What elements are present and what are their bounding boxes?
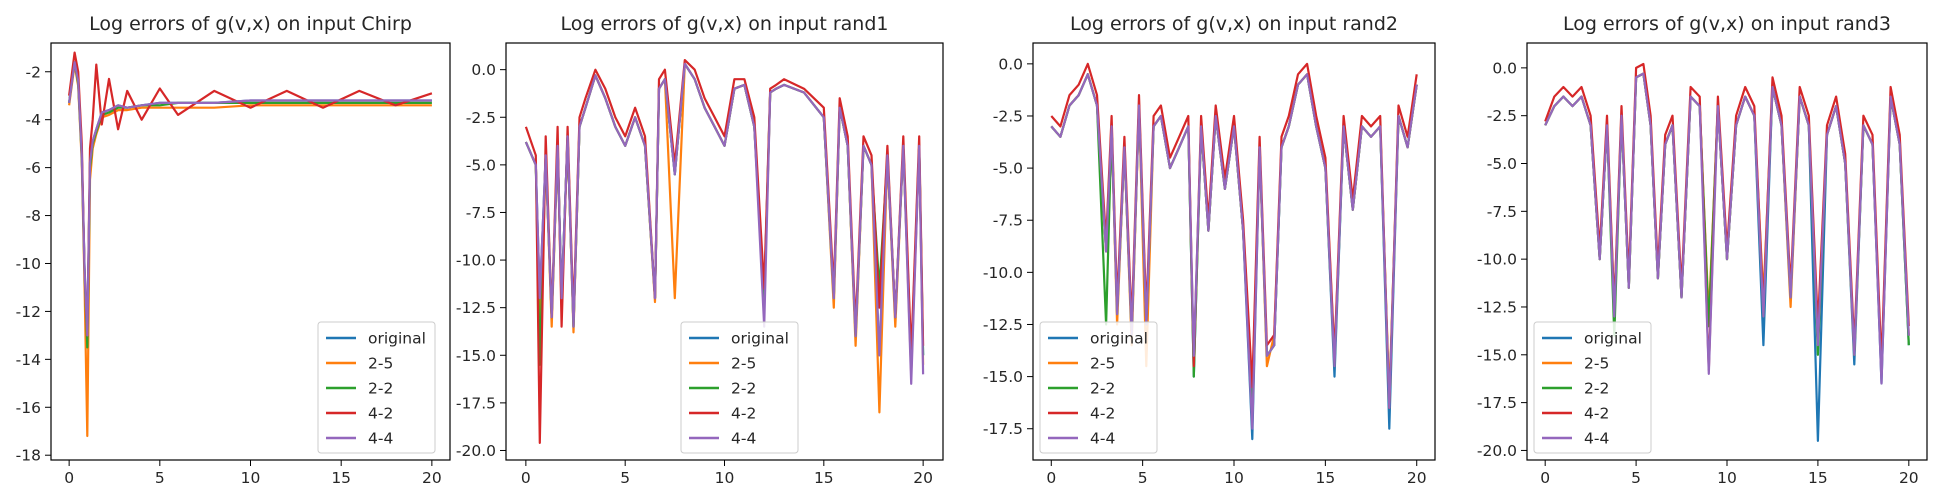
legend-label: 4-4 xyxy=(1584,430,1609,448)
chart-panel-4: Log errors of g(v,x) on input rand3 0 5 10 1… xyxy=(1477,13,1928,487)
y-tick-label: -5.0 xyxy=(466,156,496,174)
x-tick-label: 20 xyxy=(1407,469,1427,487)
y-tick-label: -15.0 xyxy=(456,347,496,365)
y-tick-label: -5.0 xyxy=(993,160,1023,178)
x-tick-label: 10 xyxy=(1224,469,1244,487)
y-tick-label: -20.0 xyxy=(1477,442,1517,460)
legend-label: 4-4 xyxy=(731,430,756,448)
y-tick-label: -12.5 xyxy=(983,316,1023,334)
y-tick-label: -2.5 xyxy=(1487,107,1517,125)
y-tick-label: -15.0 xyxy=(983,368,1023,386)
y-tick-label: -10.0 xyxy=(983,264,1023,282)
x-tick-label: 15 xyxy=(814,469,834,487)
legend-label: 4-2 xyxy=(1584,405,1609,423)
legend-label: original xyxy=(368,330,426,348)
legend: original 2-5 2-2 4-2 4-4 xyxy=(317,321,436,454)
x-tick-label: 10 xyxy=(715,469,735,487)
series-line-4-4 xyxy=(68,61,432,337)
y-tick-label: -7.5 xyxy=(993,212,1023,230)
chart-panel-1: Log errors of g(v,x) on input Chirp 0 5 10 1… xyxy=(16,13,451,487)
y-tick-label: -17.5 xyxy=(983,420,1023,438)
legend-label: original xyxy=(1584,330,1642,348)
y-tick-label: -15.0 xyxy=(1477,346,1517,364)
y-tick-label: -16 xyxy=(16,399,41,417)
x-tick-label: 10 xyxy=(241,469,261,487)
legend: original 2-5 2-2 4-2 4-4 xyxy=(680,321,799,454)
y-tick-label: -5.0 xyxy=(1487,155,1517,173)
legend-box xyxy=(317,321,436,454)
x-tick-label: 15 xyxy=(331,469,351,487)
y-tick-label: -12.5 xyxy=(456,299,496,317)
y-tick-label: -2 xyxy=(26,63,41,81)
x-tick-label: 5 xyxy=(155,469,165,487)
legend-label: 2-2 xyxy=(1090,380,1115,398)
y-tick-label: -20.0 xyxy=(456,442,496,460)
legend-label: 2-5 xyxy=(368,355,393,373)
y-tick-label: -18 xyxy=(16,447,41,465)
legend-label: 2-5 xyxy=(731,355,756,373)
y-tick-label: -2.5 xyxy=(993,107,1023,125)
legend-label: 2-5 xyxy=(1090,355,1115,373)
legend-label: 4-2 xyxy=(368,405,393,423)
x-tick-label: 0 xyxy=(521,469,531,487)
series-line-4-2 xyxy=(1544,62,1910,372)
chart-title: Log errors of g(v,x) on input rand2 xyxy=(1070,13,1398,35)
y-tick-label: -4 xyxy=(26,111,41,129)
legend-label: original xyxy=(731,330,789,348)
chart-panel-2: Log errors of g(v,x) on input rand1 0 5 10 1… xyxy=(456,13,944,487)
series-line-4-2 xyxy=(68,51,433,337)
legend-label: 2-5 xyxy=(1584,355,1609,373)
legend-label: 4-2 xyxy=(731,405,756,423)
x-tick-label: 0 xyxy=(1046,469,1056,487)
y-tick-label: -14 xyxy=(16,351,41,369)
x-tick-label: 10 xyxy=(1717,469,1737,487)
legend-label: 2-2 xyxy=(368,380,393,398)
x-tick-label: 0 xyxy=(1540,469,1550,487)
series-line-4-4 xyxy=(524,62,925,385)
y-tick-label: -10.0 xyxy=(1477,251,1517,269)
x-tick-label: 0 xyxy=(64,469,74,487)
legend-box xyxy=(1533,321,1652,454)
x-tick-label: 5 xyxy=(1631,469,1641,487)
x-tick-label: 15 xyxy=(1808,469,1828,487)
y-tick-label: -17.5 xyxy=(456,394,496,412)
chart-title: Log errors of g(v,x) on input Chirp xyxy=(89,13,412,35)
y-tick-label: -10.0 xyxy=(456,252,496,270)
y-tick-label: -17.5 xyxy=(1477,394,1517,412)
legend-label: 2-2 xyxy=(1584,380,1609,398)
x-tick-label: 15 xyxy=(1315,469,1335,487)
chart-title: Log errors of g(v,x) on input rand3 xyxy=(1563,13,1891,35)
x-tick-label: 20 xyxy=(1899,469,1919,487)
y-tick-label: 0.0 xyxy=(471,61,496,79)
y-tick-label: -6 xyxy=(26,159,41,177)
series-line-4-4 xyxy=(1050,73,1418,430)
x-tick-label: 5 xyxy=(1138,469,1148,487)
x-tick-label: 20 xyxy=(913,469,933,487)
legend-label: 4-2 xyxy=(1090,405,1115,423)
legend-label: 2-2 xyxy=(731,380,756,398)
chart-panel-3: Log errors of g(v,x) on input rand2 0 5 10 1… xyxy=(983,13,1436,487)
chart-title: Log errors of g(v,x) on input rand1 xyxy=(561,13,889,35)
legend: original 2-5 2-2 4-2 4-4 xyxy=(1039,321,1158,454)
legend-label: original xyxy=(1090,330,1148,348)
y-tick-label: 0.0 xyxy=(1492,59,1517,77)
y-tick-label: -8 xyxy=(26,207,41,225)
x-tick-label: 20 xyxy=(422,469,442,487)
y-tick-label: -7.5 xyxy=(466,204,496,222)
y-tick-label: -12.5 xyxy=(1477,298,1517,316)
legend-box xyxy=(680,321,799,454)
legend-label: 4-4 xyxy=(368,430,393,448)
y-tick-label: -7.5 xyxy=(1487,203,1517,221)
y-tick-label: 0.0 xyxy=(998,55,1023,73)
y-tick-label: -12 xyxy=(16,303,41,321)
x-tick-label: 5 xyxy=(620,469,630,487)
series-line-4-4 xyxy=(1544,72,1910,385)
y-tick-label: -10 xyxy=(16,255,41,273)
legend-label: 4-4 xyxy=(1090,430,1115,448)
y-tick-label: -2.5 xyxy=(466,109,496,127)
legend-box xyxy=(1039,321,1158,454)
legend: original 2-5 2-2 4-2 4-4 xyxy=(1533,321,1652,454)
